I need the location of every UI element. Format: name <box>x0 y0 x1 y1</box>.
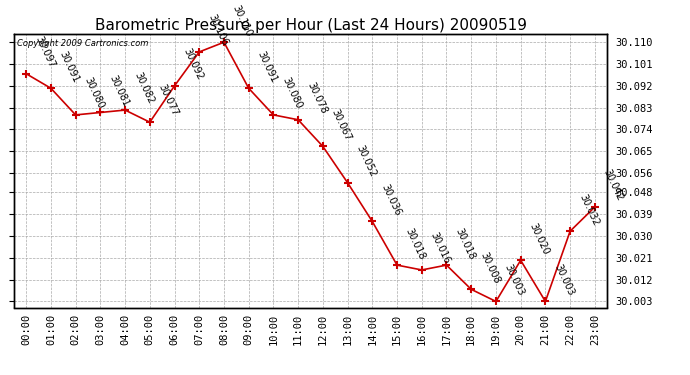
Title: Barometric Pressure per Hour (Last 24 Hours) 20090519: Barometric Pressure per Hour (Last 24 Ho… <box>95 18 526 33</box>
Text: 30.080: 30.080 <box>280 76 304 111</box>
Text: 30.082: 30.082 <box>132 71 155 106</box>
Text: 30.092: 30.092 <box>181 47 205 82</box>
Text: 30.003: 30.003 <box>552 262 575 297</box>
Text: 30.042: 30.042 <box>602 168 625 203</box>
Text: 30.080: 30.080 <box>83 76 106 111</box>
Text: 30.008: 30.008 <box>478 251 502 285</box>
Text: 30.110: 30.110 <box>231 3 254 38</box>
Text: 30.091: 30.091 <box>58 50 81 84</box>
Text: 30.003: 30.003 <box>503 262 526 297</box>
Text: 30.097: 30.097 <box>33 35 57 69</box>
Text: 30.016: 30.016 <box>428 231 452 266</box>
Text: 30.032: 30.032 <box>577 192 600 227</box>
Text: 30.078: 30.078 <box>305 81 328 116</box>
Text: 30.106: 30.106 <box>206 13 230 48</box>
Text: 30.067: 30.067 <box>330 107 353 142</box>
Text: 30.020: 30.020 <box>528 221 551 256</box>
Text: 30.018: 30.018 <box>453 226 477 261</box>
Text: 30.018: 30.018 <box>404 226 427 261</box>
Text: 30.036: 30.036 <box>380 183 402 218</box>
Text: 30.052: 30.052 <box>355 144 378 178</box>
Text: Copyright 2009 Cartronics.com: Copyright 2009 Cartronics.com <box>17 39 148 48</box>
Text: 30.091: 30.091 <box>255 50 279 84</box>
Text: 30.081: 30.081 <box>107 74 130 108</box>
Text: 30.077: 30.077 <box>157 83 180 118</box>
